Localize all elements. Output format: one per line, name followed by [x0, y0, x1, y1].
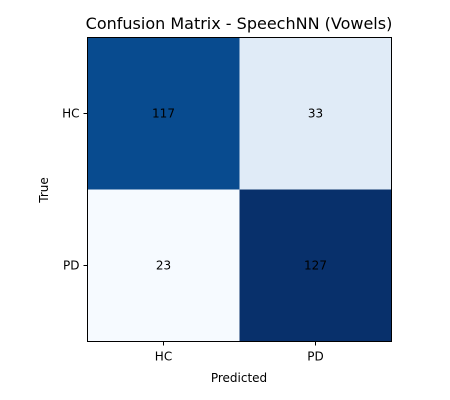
- heatmap-cell-pd-pd: [239, 189, 392, 342]
- heatmap-cells: 117 33 23 127: [87, 37, 392, 342]
- heatmap-cell-pd-hc: [87, 189, 240, 342]
- y-axis-label: True: [37, 177, 51, 204]
- y-tick-label-pd: PD: [63, 259, 79, 273]
- plot-frame: [87, 37, 392, 342]
- cell-value-pd-hc: 23: [156, 259, 171, 273]
- heatmap-cell-hc-pd: [239, 37, 392, 190]
- x-tick-label-pd: PD: [307, 350, 323, 364]
- cell-value-pd-pd: 127: [304, 259, 327, 273]
- axis-ticks: HC PD HC PD: [62, 107, 324, 364]
- x-axis-label: Predicted: [211, 371, 267, 385]
- chart-title: Confusion Matrix - SpeechNN (Vowels): [86, 14, 393, 33]
- cell-value-hc-pd: 33: [308, 107, 323, 121]
- cell-value-hc-hc: 117: [152, 107, 175, 121]
- heatmap-cell-hc-hc: [87, 37, 240, 190]
- x-tick-label-hc: HC: [155, 350, 172, 364]
- y-tick-label-hc: HC: [62, 107, 79, 121]
